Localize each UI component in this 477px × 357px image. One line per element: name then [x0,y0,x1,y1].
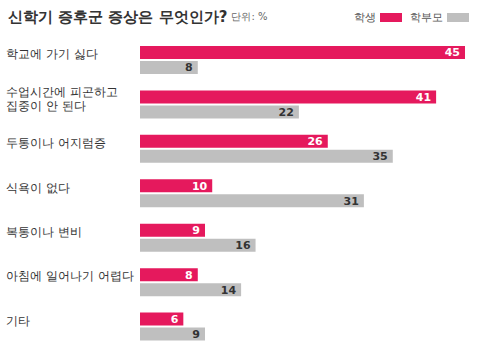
svg-text:41: 41 [416,91,431,104]
html-text:신학기 증후군 증상은 무엇인가? 단위: %: 신학기 증후군 증상은 무엇인가? 단위: % [8,7,268,26]
svg-text:26: 26 [307,135,323,148]
svg-text:9: 9 [192,224,200,237]
svg-text:35: 35 [372,150,387,163]
svg-text:두통이나 어지럼증: 두통이나 어지럼증 [6,136,106,150]
svg-text:6: 6 [171,313,179,326]
html-text:학부모: 학부모 [410,10,443,24]
svg-text:16: 16 [235,239,251,252]
svg-text:식욕이 없다: 식욕이 없다 [6,180,70,194]
svg-text:수업시간에 피곤하고집중이 안 된다: 수업시간에 피곤하고집중이 안 된다 [6,84,118,112]
svg-text:8: 8 [185,61,193,74]
svg-text:아침에 일어나기 어렵다: 아침에 일어나기 어렵다 [6,269,134,283]
svg-text:학교에 가기 싫다: 학교에 가기 싫다 [6,47,98,61]
svg-text:기타: 기타 [6,313,30,327]
svg-text:8: 8 [185,269,193,282]
svg-text:복통이나 변비: 복통이나 변비 [6,224,82,238]
html-text:학생: 학생 [354,10,376,24]
svg-text:10: 10 [192,180,208,193]
svg-text:31: 31 [344,195,359,208]
svg-text:14: 14 [221,284,237,297]
svg-text:45: 45 [445,46,460,59]
svg-text:22: 22 [279,106,294,119]
svg-text:9: 9 [192,328,200,341]
